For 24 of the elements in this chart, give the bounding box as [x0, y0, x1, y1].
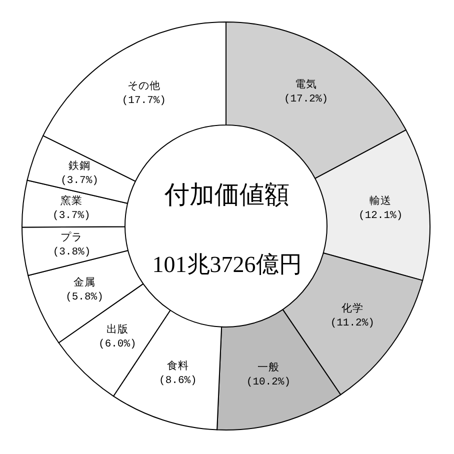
slice-label: プラ [60, 230, 83, 244]
slice-label: 出版 [106, 322, 128, 336]
data-label: (3.8%) [52, 246, 91, 258]
slice-label: 電気 [294, 78, 317, 92]
data-label: (12.1%) [358, 210, 403, 222]
slice-label: 輸送 [370, 194, 392, 208]
data-label: (11.2%) [330, 318, 374, 330]
slice-label: 窯業 [60, 194, 82, 208]
slice-label: 金属 [73, 276, 96, 290]
data-label: (6.0%) [98, 338, 136, 350]
text: 101兆3726億円 [152, 252, 302, 277]
data-label: (8.6%) [159, 374, 197, 387]
slice-label: 一般 [257, 362, 280, 375]
slice-label: 鉄鋼 [68, 160, 91, 173]
data-label: (3.7%) [60, 174, 98, 187]
slice-label: その他 [127, 80, 160, 93]
data-label: (10.2%) [246, 376, 290, 389]
data-label: (17.2%) [284, 94, 328, 106]
data-label: (5.8%) [66, 291, 104, 304]
slice-label: 化学 [341, 302, 364, 316]
data-label: (3.7%) [52, 210, 90, 222]
text: 付加価値額 [164, 182, 290, 209]
data-label: (17.7%) [122, 94, 166, 107]
slice-label: 食料 [166, 358, 189, 373]
